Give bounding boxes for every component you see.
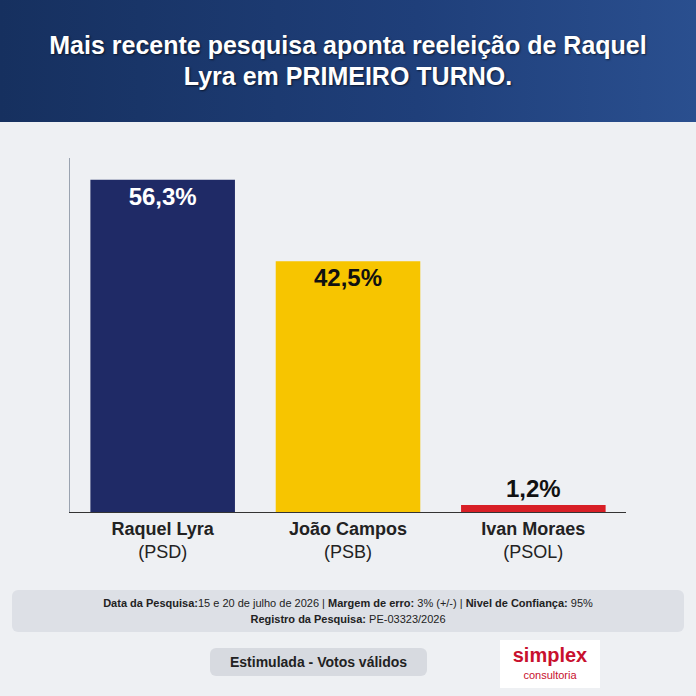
html-text:Registro da Pesquisa: PE-03323: Registro da Pesquisa: PE-03323/2026 xyxy=(250,613,446,625)
svg-text:56,3%: 56,3% xyxy=(129,183,197,210)
html-text:Estimulada - Votos válidos: Estimulada - Votos válidos xyxy=(230,654,408,670)
html-text:Data da Pesquisa: 15 e 20 de j: Data da Pesquisa: 15 e 20 de julho de 20… xyxy=(103,597,593,609)
html-text:consultoria: consultoria xyxy=(523,669,577,681)
svg-text:42,5%: 42,5% xyxy=(314,264,382,291)
svg-text:João Campos(PSB): João Campos(PSB) xyxy=(289,519,407,562)
svg-text:Ivan Moraes(PSOL): Ivan Moraes(PSOL) xyxy=(481,519,585,562)
svg-text:Raquel Lyra(PSD): Raquel Lyra(PSD) xyxy=(111,519,214,562)
html-text:Mais recente pesquisa aponta r: Mais recente pesquisa aponta reeleição d… xyxy=(49,31,647,90)
html-text:simplex: simplex xyxy=(512,644,588,666)
svg-text:1,2%: 1,2% xyxy=(506,475,561,502)
